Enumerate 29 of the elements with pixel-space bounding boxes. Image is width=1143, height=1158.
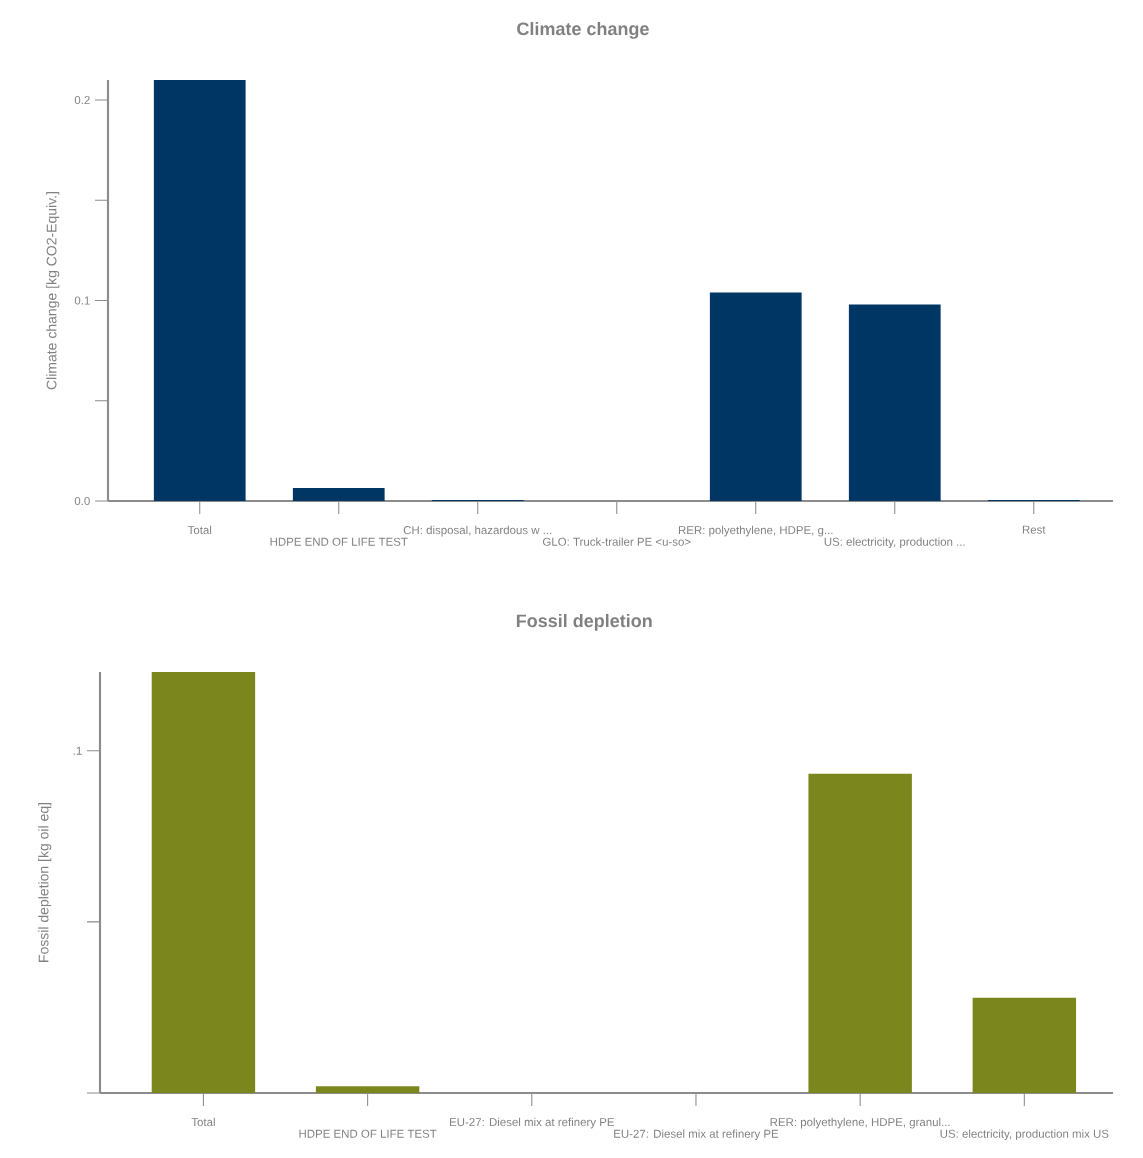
bar — [808, 773, 912, 1094]
bar — [292, 487, 385, 502]
x-tick-label: Total — [191, 1117, 215, 1127]
y-tick-label: 0.2 — [74, 96, 90, 105]
y-tick-label: .1 — [73, 746, 82, 755]
y-tick-label: 0.1 — [74, 296, 90, 305]
x-tick-label: HDPE END OF LIFE TEST — [299, 1129, 437, 1138]
y-axis-title: Climate change [kg CO2-Equiv.] — [46, 192, 60, 390]
bar — [972, 997, 1077, 1094]
x-tick-label: EU-27: Diesel mix at refinery PE — [614, 1129, 779, 1141]
x-tick-label: US: electricity, production mix US — [940, 1129, 1109, 1141]
x-tick-label: RER: polyethylene, HDPE, g... — [678, 525, 833, 537]
x-tick-label: Total — [187, 525, 212, 535]
bar — [709, 292, 802, 502]
bar — [848, 304, 941, 502]
chart-title: Fossil depletion — [516, 613, 652, 631]
x-tick-label: Rest — [1022, 525, 1046, 534]
x-tick-label: CH: disposal, hazardous w ... — [403, 525, 552, 537]
x-tick-label: EU-27: Diesel mix at refinery PE — [450, 1117, 614, 1129]
bar — [153, 80, 246, 502]
chart-title: Climate change — [517, 21, 649, 39]
y-tick-label: 0.0 — [74, 496, 90, 506]
y-axis-title: Fossil depletion [kg oil eq] — [38, 803, 52, 962]
x-tick-label: RER: polyethylene, HDPE, granul... — [770, 1117, 950, 1129]
x-tick-label: US: electricity, production ... — [824, 537, 965, 549]
x-tick-label: HDPE END OF LIFE TEST — [270, 537, 408, 546]
bar — [151, 672, 256, 1094]
x-tick-label: GLO: Truck-trailer PE <u-so> — [542, 537, 691, 546]
bar — [315, 1086, 420, 1094]
